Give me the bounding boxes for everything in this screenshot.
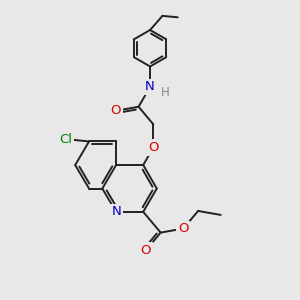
Text: N: N	[145, 80, 155, 93]
Text: O: O	[141, 244, 151, 257]
Text: O: O	[178, 222, 189, 235]
Text: Cl: Cl	[60, 133, 73, 146]
Text: O: O	[148, 141, 159, 154]
Text: H: H	[161, 85, 170, 99]
Text: O: O	[111, 104, 121, 117]
Text: N: N	[111, 205, 121, 218]
